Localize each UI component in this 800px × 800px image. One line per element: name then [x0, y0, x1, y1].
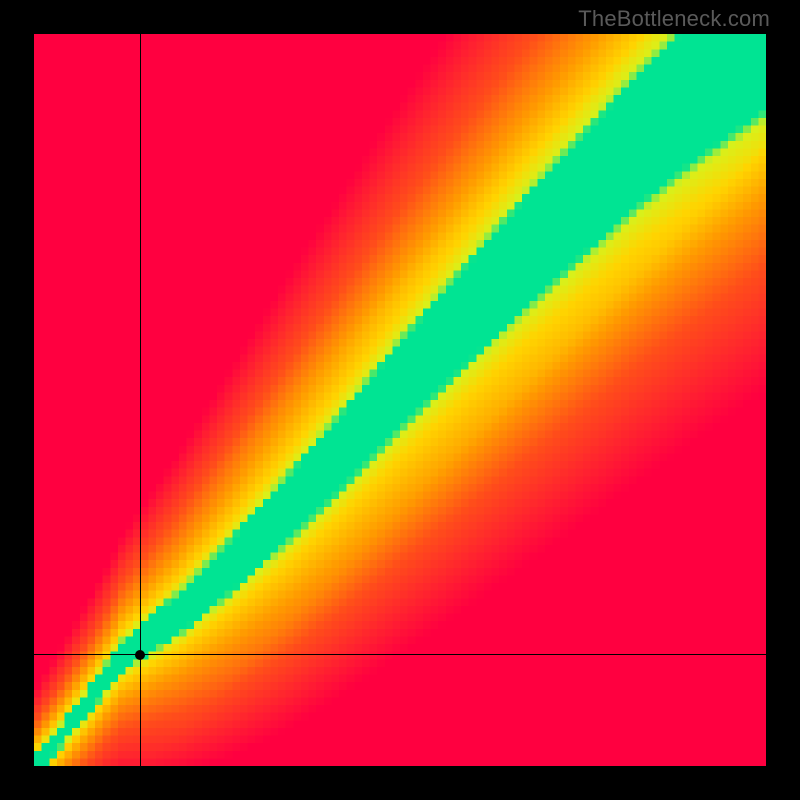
- attribution-text: TheBottleneck.com: [578, 6, 770, 32]
- crosshair-marker: [135, 650, 145, 660]
- figure-outer: TheBottleneck.com: [0, 0, 800, 800]
- plot-area: [34, 34, 766, 766]
